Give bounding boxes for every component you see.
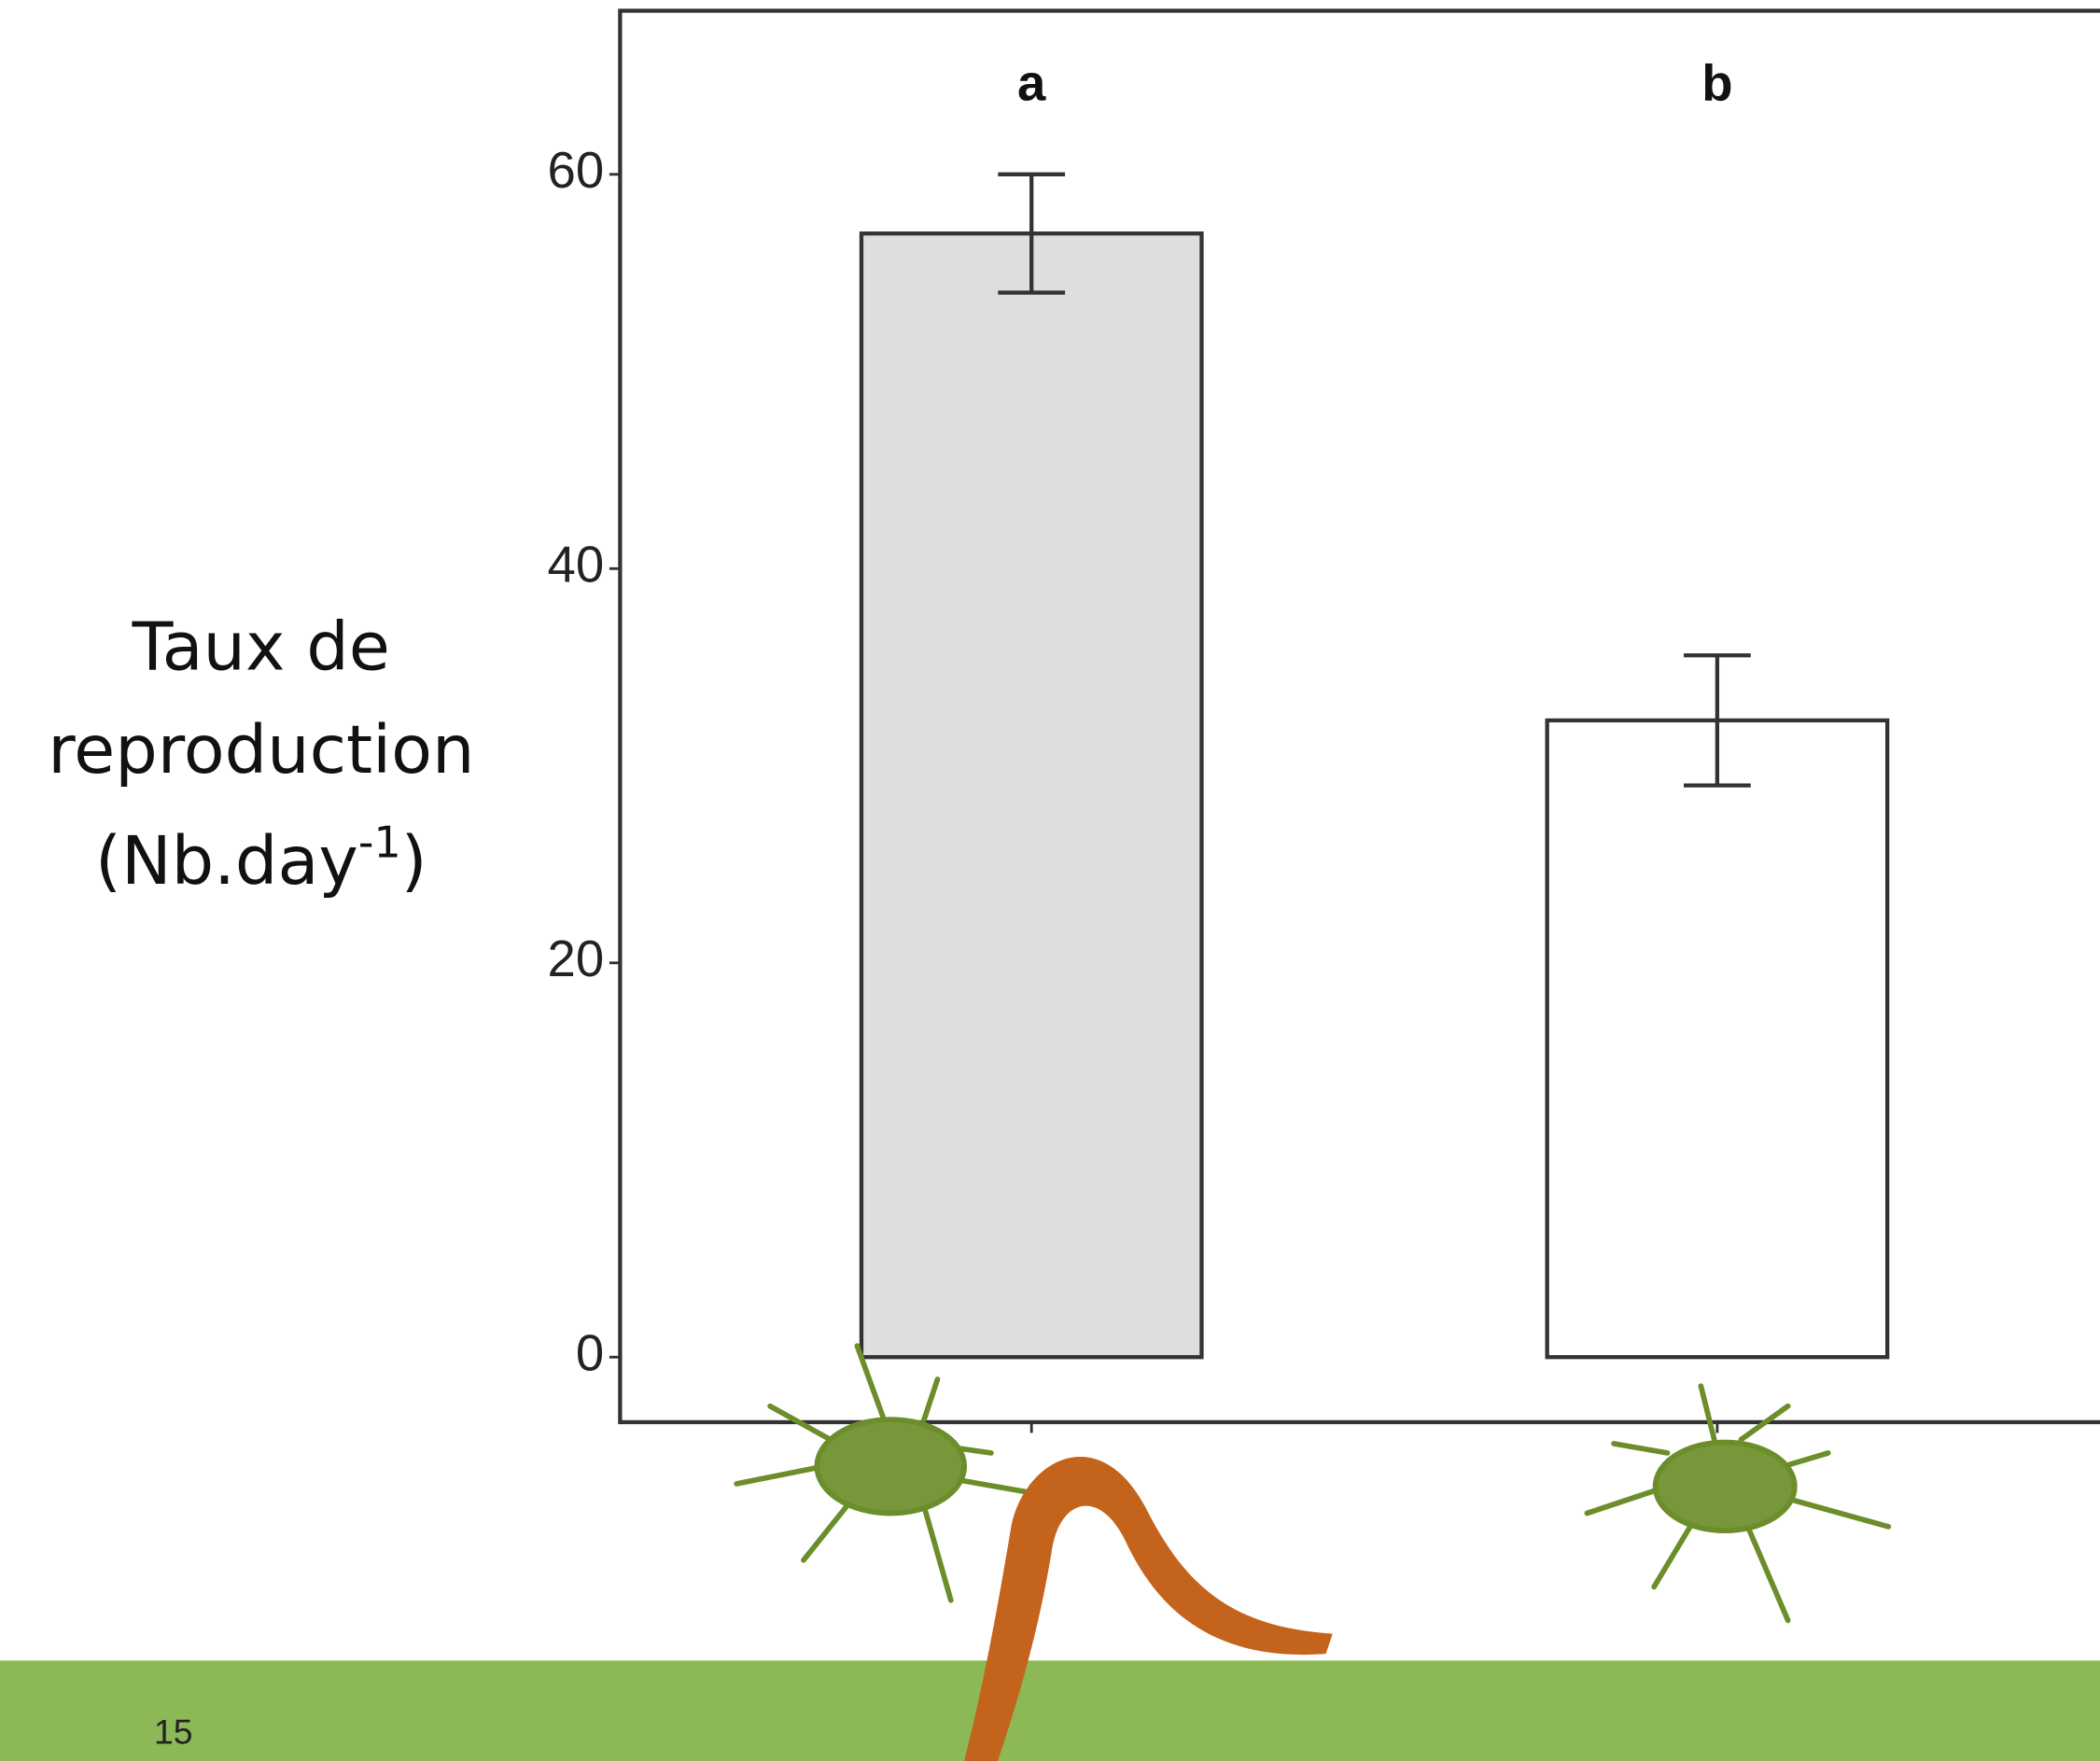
plot: 0 20 40 60 a b (548, 8, 2100, 1433)
significance-label: b (1701, 55, 1732, 112)
green-band (0, 1660, 2100, 1761)
y-axis-label-sup: -1 (358, 817, 401, 867)
worm-illustration (964, 1456, 1333, 1761)
y-tick-label: 20 (548, 930, 605, 987)
page-number: 15 (154, 1712, 193, 1751)
bar (859, 231, 1204, 1360)
error-bar (1684, 653, 1751, 788)
aphid-illustration (1584, 1383, 1892, 1624)
y-tick-label: 40 (548, 537, 605, 594)
y-axis-label-part: (Nb.day (95, 821, 358, 900)
plot-frame (618, 8, 2100, 1425)
y-axis-label-part: ) (401, 821, 427, 900)
y-tick-label: 60 (548, 142, 605, 199)
bar (1545, 718, 1890, 1360)
aphid-illustration (734, 1343, 1074, 1603)
error-bar (998, 172, 1066, 295)
y-axis-label: Taux de (132, 607, 390, 685)
y-tick-label: 0 (576, 1325, 604, 1382)
y-axis-label: reproduction (48, 710, 474, 789)
significance-label: a (1017, 55, 1046, 112)
y-axis-label: (Nb.day-1) (95, 817, 427, 900)
